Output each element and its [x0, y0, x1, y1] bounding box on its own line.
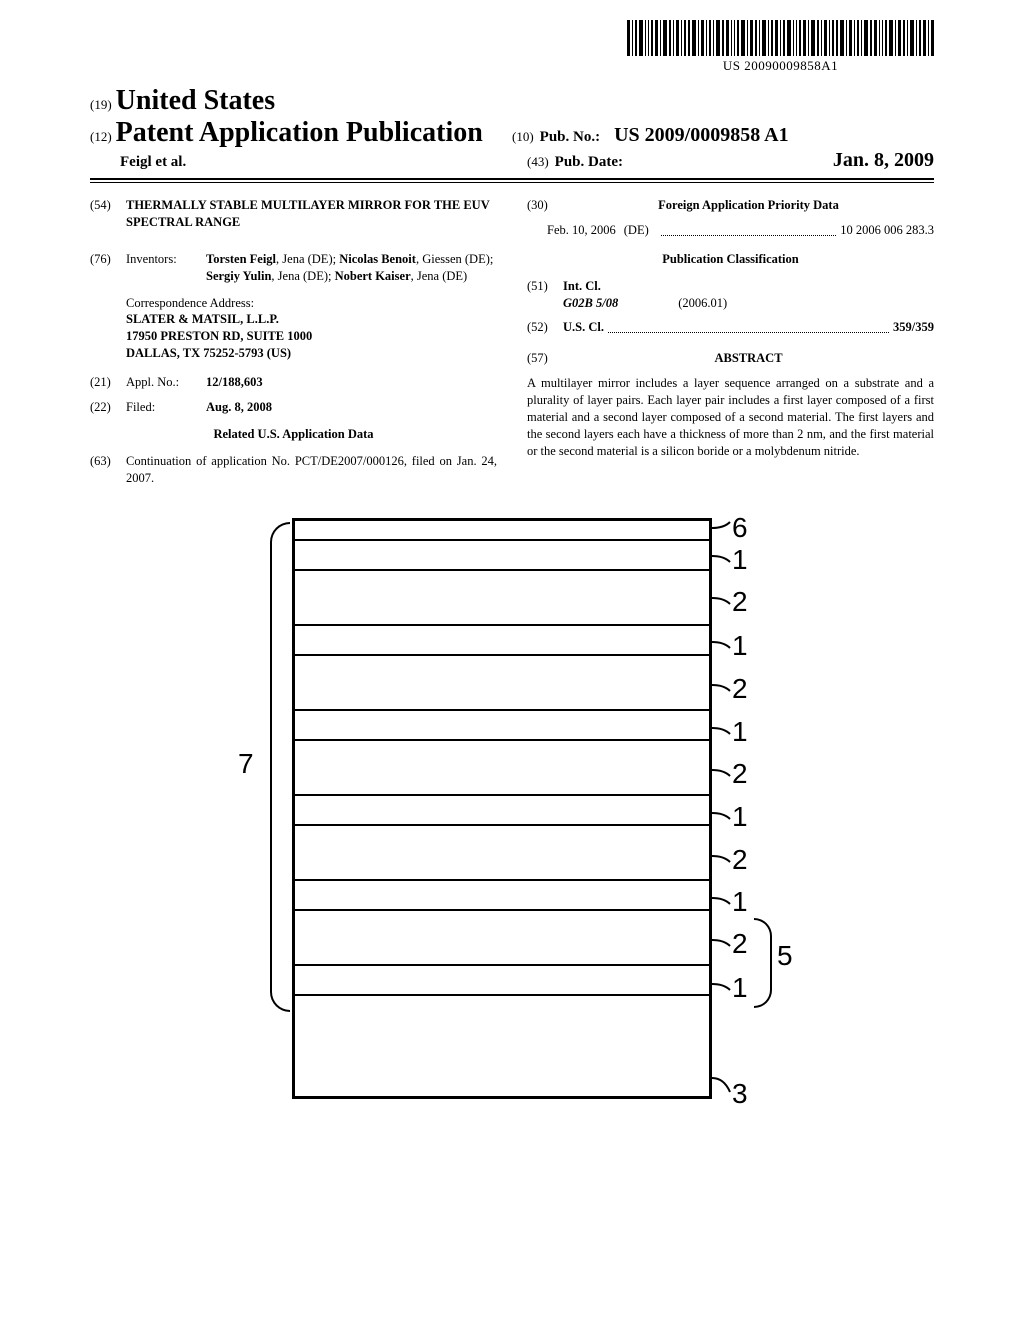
authors-line: Feigl et al.: [120, 154, 186, 170]
left-column: (54) THERMALLY STABLE MULTILAYER MIRROR …: [90, 197, 497, 494]
layer-2e: [295, 911, 709, 966]
leader-dots: [661, 226, 837, 236]
class-hdr: Publication Classification: [527, 251, 934, 268]
label-1-a: 1: [732, 544, 748, 576]
inventors-code: (76): [90, 251, 126, 285]
layer-1a: [295, 541, 709, 571]
appl-code: (21): [90, 374, 126, 391]
uscl-label: U.S. Cl.: [563, 319, 604, 336]
abstract-text: A multilayer mirror includes a layer seq…: [527, 375, 934, 459]
lead-lines: [710, 518, 734, 1118]
uscl-code: (52): [527, 319, 563, 336]
layer-2b: [295, 656, 709, 711]
label-3: 3: [732, 1078, 748, 1110]
corr-2: 17950 PRESTON RD, SUITE 1000: [126, 328, 497, 345]
foreign-date: Feb. 10, 2006: [547, 222, 616, 239]
header: (19) United States (12) Patent Applicati…: [90, 85, 934, 180]
body-columns: (54) THERMALLY STABLE MULTILAYER MIRROR …: [90, 197, 934, 494]
abs-code: (57): [527, 350, 563, 367]
figure-wrap: 7 6 1 2 1 2 1 2 1 2 1 2 1 3 5: [90, 518, 934, 1158]
foreign-cc: (DE): [624, 222, 649, 239]
country: United States: [116, 85, 275, 116]
layer-stack: [292, 518, 712, 1099]
intcl-ver: (2006.01): [678, 295, 727, 312]
label-2-c: 2: [732, 758, 748, 790]
label-1-b: 1: [732, 630, 748, 662]
appl-label: Appl. No.:: [126, 374, 206, 391]
intcl-val: G02B 5/08: [563, 295, 618, 312]
title-code: (54): [90, 197, 126, 243]
figure: 7 6 1 2 1 2 1 2 1 2 1 2 1 3 5: [232, 518, 792, 1158]
inventors-label: Inventors:: [126, 251, 206, 285]
intcl-code: (51): [527, 278, 563, 312]
page: US 20090009858A1 (19) United States (12)…: [0, 0, 1024, 1198]
header-rule: [90, 182, 934, 183]
label-2-b: 2: [732, 673, 748, 705]
corr-label: Correspondence Address:: [126, 295, 497, 312]
layer-2d: [295, 826, 709, 881]
label-2-d: 2: [732, 844, 748, 876]
filed-code: (22): [90, 399, 126, 416]
brace-5: [754, 918, 772, 1008]
label-2-e: 2: [732, 928, 748, 960]
pubdate-code: (43): [527, 154, 549, 170]
layer-6: [295, 521, 709, 541]
cont-code: (63): [90, 453, 126, 487]
filed-label: Filed:: [126, 399, 206, 416]
layer-1f: [295, 966, 709, 996]
pubdate-label: Pub. Date:: [555, 154, 623, 171]
layer-1e: [295, 881, 709, 911]
barcode-block: US 20090009858A1: [627, 20, 934, 74]
pubno-code: (10): [512, 129, 534, 145]
kind-code: (12): [90, 129, 112, 144]
foreign-hdr: Foreign Application Priority Data: [563, 197, 934, 214]
layer-2a: [295, 571, 709, 626]
label-1-c: 1: [732, 716, 748, 748]
country-code: (19): [90, 97, 112, 112]
inventors: Torsten Feigl, Jena (DE); Nicolas Benoit…: [206, 251, 497, 285]
cont-text: Continuation of application No. PCT/DE20…: [126, 453, 497, 487]
uscl-val: 359/359: [893, 319, 934, 336]
corr-3: DALLAS, TX 75252-5793 (US): [126, 345, 497, 362]
abs-hdr: ABSTRACT: [563, 350, 934, 367]
kind: Patent Application Publication: [116, 117, 483, 148]
pubdate: Jan. 8, 2009: [629, 149, 934, 172]
barcode-text: US 20090009858A1: [627, 58, 934, 74]
pubno: US 2009/0009858 A1: [614, 124, 788, 147]
layer-1c: [295, 711, 709, 741]
label-2-a: 2: [732, 586, 748, 618]
label-1-e: 1: [732, 886, 748, 918]
brace-7: [270, 522, 290, 1012]
label-6: 6: [732, 512, 748, 544]
label-5: 5: [777, 940, 793, 972]
pubno-label: Pub. No.:: [540, 129, 600, 146]
related-hdr: Related U.S. Application Data: [90, 426, 497, 443]
invention-title: THERMALLY STABLE MULTILAYER MIRROR FOR T…: [126, 197, 497, 231]
layer-3: [295, 996, 709, 1096]
layer-1d: [295, 796, 709, 826]
filed-date: Aug. 8, 2008: [206, 399, 497, 416]
foreign-code: (30): [527, 197, 563, 214]
barcode: [627, 20, 934, 56]
label-1-d: 1: [732, 801, 748, 833]
label-1-f: 1: [732, 972, 748, 1004]
right-column: (30) Foreign Application Priority Data F…: [527, 197, 934, 494]
leader-dots-2: [608, 323, 889, 333]
layer-1b: [295, 626, 709, 656]
label-7: 7: [238, 748, 254, 780]
intcl-label: Int. Cl.: [563, 278, 934, 295]
corr-1: SLATER & MATSIL, L.L.P.: [126, 311, 497, 328]
correspondence: Correspondence Address: SLATER & MATSIL,…: [126, 295, 497, 363]
layer-2c: [295, 741, 709, 796]
foreign-num: 10 2006 006 283.3: [840, 222, 934, 239]
appl-no: 12/188,603: [206, 374, 497, 391]
